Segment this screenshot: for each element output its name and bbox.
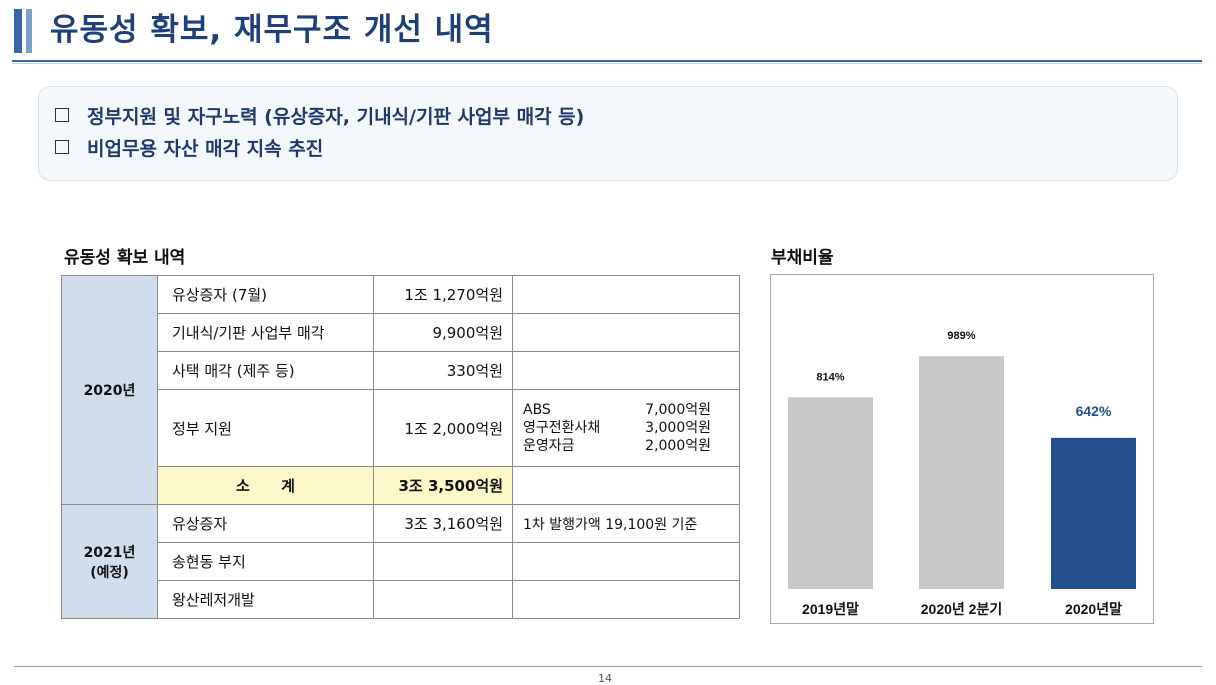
table-row: 왕산레저개발 [62, 580, 740, 619]
page-title: 유동성 확보, 재무구조 개선 내역 [50, 12, 494, 48]
amount-cell: 3조 3,160억원 [373, 504, 513, 543]
amount-cell: 9,900억원 [373, 313, 513, 352]
amount-cell: 1조 2,000억원 [373, 389, 513, 467]
table-row: 2020년 유상증자 (7월) 1조 1,270억원 [61, 275, 740, 505]
note-cell: 1차 발행가액 19,100원 기준 [512, 504, 740, 543]
summary-item-text: 비업무용 자산 매각 지속 추진 [87, 138, 324, 160]
note-line: 영구전환사채 3,000억원 [523, 419, 711, 437]
note-line: 운영자금 2,000억원 [523, 437, 711, 455]
bar [788, 397, 873, 589]
note-cell [512, 313, 740, 352]
item-cell: 왕산레저개발 [157, 580, 374, 619]
data-label: 989% [947, 330, 975, 342]
checkbox-icon [55, 140, 69, 154]
summary-item: 정부지원 및 자구노력 (유상증자, 기내식/기판 사업부 매각 등) [55, 104, 584, 130]
checkbox-icon [55, 108, 69, 122]
footer-divider [14, 666, 1202, 667]
note-value: 3,000억원 [645, 420, 711, 436]
note-line: ABS 7,000억원 [523, 401, 711, 419]
item-cell: 사택 매각 (제주 등) [157, 351, 374, 390]
note-cell [512, 542, 740, 581]
category-label: 2019년말 [802, 601, 859, 617]
note-value: 7,000억원 [645, 402, 711, 418]
year-label: 2021년 [83, 544, 136, 561]
table-row: 사택 매각 (제주 등) 330억원 [62, 351, 740, 390]
title-accent-bar [14, 9, 22, 53]
subtotal-row: 소 계 3조 3,500억원 [62, 466, 740, 505]
note-cell: ABS 7,000억원 영구전환사채 3,000억원 운영자금 2,000억원 [512, 389, 740, 467]
title-divider-thin [12, 63, 1202, 64]
note-cell [512, 275, 740, 314]
subtotal-amount: 3조 3,500억원 [373, 466, 513, 505]
category-label: 2020년말 [1065, 601, 1122, 617]
bar [919, 356, 1004, 589]
year-sublabel: (예정) [90, 564, 129, 581]
subtotal-label: 소 계 [157, 466, 374, 505]
liquidity-section-title: 유동성 확보 내역 [64, 248, 186, 268]
amount-cell [373, 580, 513, 619]
item-cell: 기내식/기판 사업부 매각 [157, 313, 374, 352]
title-accent-bar-light [26, 9, 32, 53]
data-label: 642% [1076, 403, 1112, 419]
title-divider [12, 60, 1202, 62]
table-row: 기내식/기판 사업부 매각 9,900억원 [62, 313, 740, 352]
item-cell: 유상증자 (7월) [157, 275, 374, 314]
data-label: 814% [816, 371, 844, 383]
amount-cell: 1조 1,270억원 [373, 275, 513, 314]
liquidity-table: 2020년 유상증자 (7월) 1조 1,270억원 기내식/기판 사업부 매각… [61, 275, 740, 619]
summary-box: 정부지원 및 자구노력 (유상증자, 기내식/기판 사업부 매각 등) 비업무용… [38, 86, 1178, 181]
note-value: 2,000억원 [645, 438, 711, 454]
debt-ratio-section-title: 부채비율 [771, 248, 834, 268]
amount-cell [373, 542, 513, 581]
debt-ratio-chart: 814% 2019년말 989% 2020년 2분기 642% 2020년말 [788, 330, 1136, 617]
debt-ratio-chart-frame: 814% 2019년말 989% 2020년 2분기 642% 2020년말 [770, 274, 1154, 624]
amount-cell: 330억원 [373, 351, 513, 390]
item-cell: 송현동 부지 [157, 542, 374, 581]
note-label: ABS [523, 402, 551, 418]
item-cell: 정부 지원 [157, 389, 374, 467]
bar [1051, 437, 1136, 589]
year-cell: 2020년 [61, 275, 158, 505]
summary-item-text: 정부지원 및 자구노력 (유상증자, 기내식/기판 사업부 매각 등) [87, 106, 585, 128]
page-number: 14 [598, 672, 612, 685]
note-label: 영구전환사채 [523, 420, 601, 436]
note-cell [512, 351, 740, 390]
table-row: 정부 지원 1조 2,000억원 ABS 7,000억원 영구전환사채 3,000억… [62, 389, 740, 467]
note-label: 운영자금 [523, 438, 575, 454]
year-cell: 2021년 (예정) [61, 504, 158, 619]
note-cell [512, 580, 740, 619]
table-row: 2021년 (예정) 유상증자 3조 3,160억원 1차 발행가액 19,10… [61, 504, 740, 619]
note-cell [512, 466, 740, 505]
summary-item: 비업무용 자산 매각 지속 추진 [55, 136, 323, 162]
category-label: 2020년 2분기 [921, 601, 1002, 617]
table-row: 송현동 부지 [62, 542, 740, 581]
item-cell: 유상증자 [157, 504, 374, 543]
